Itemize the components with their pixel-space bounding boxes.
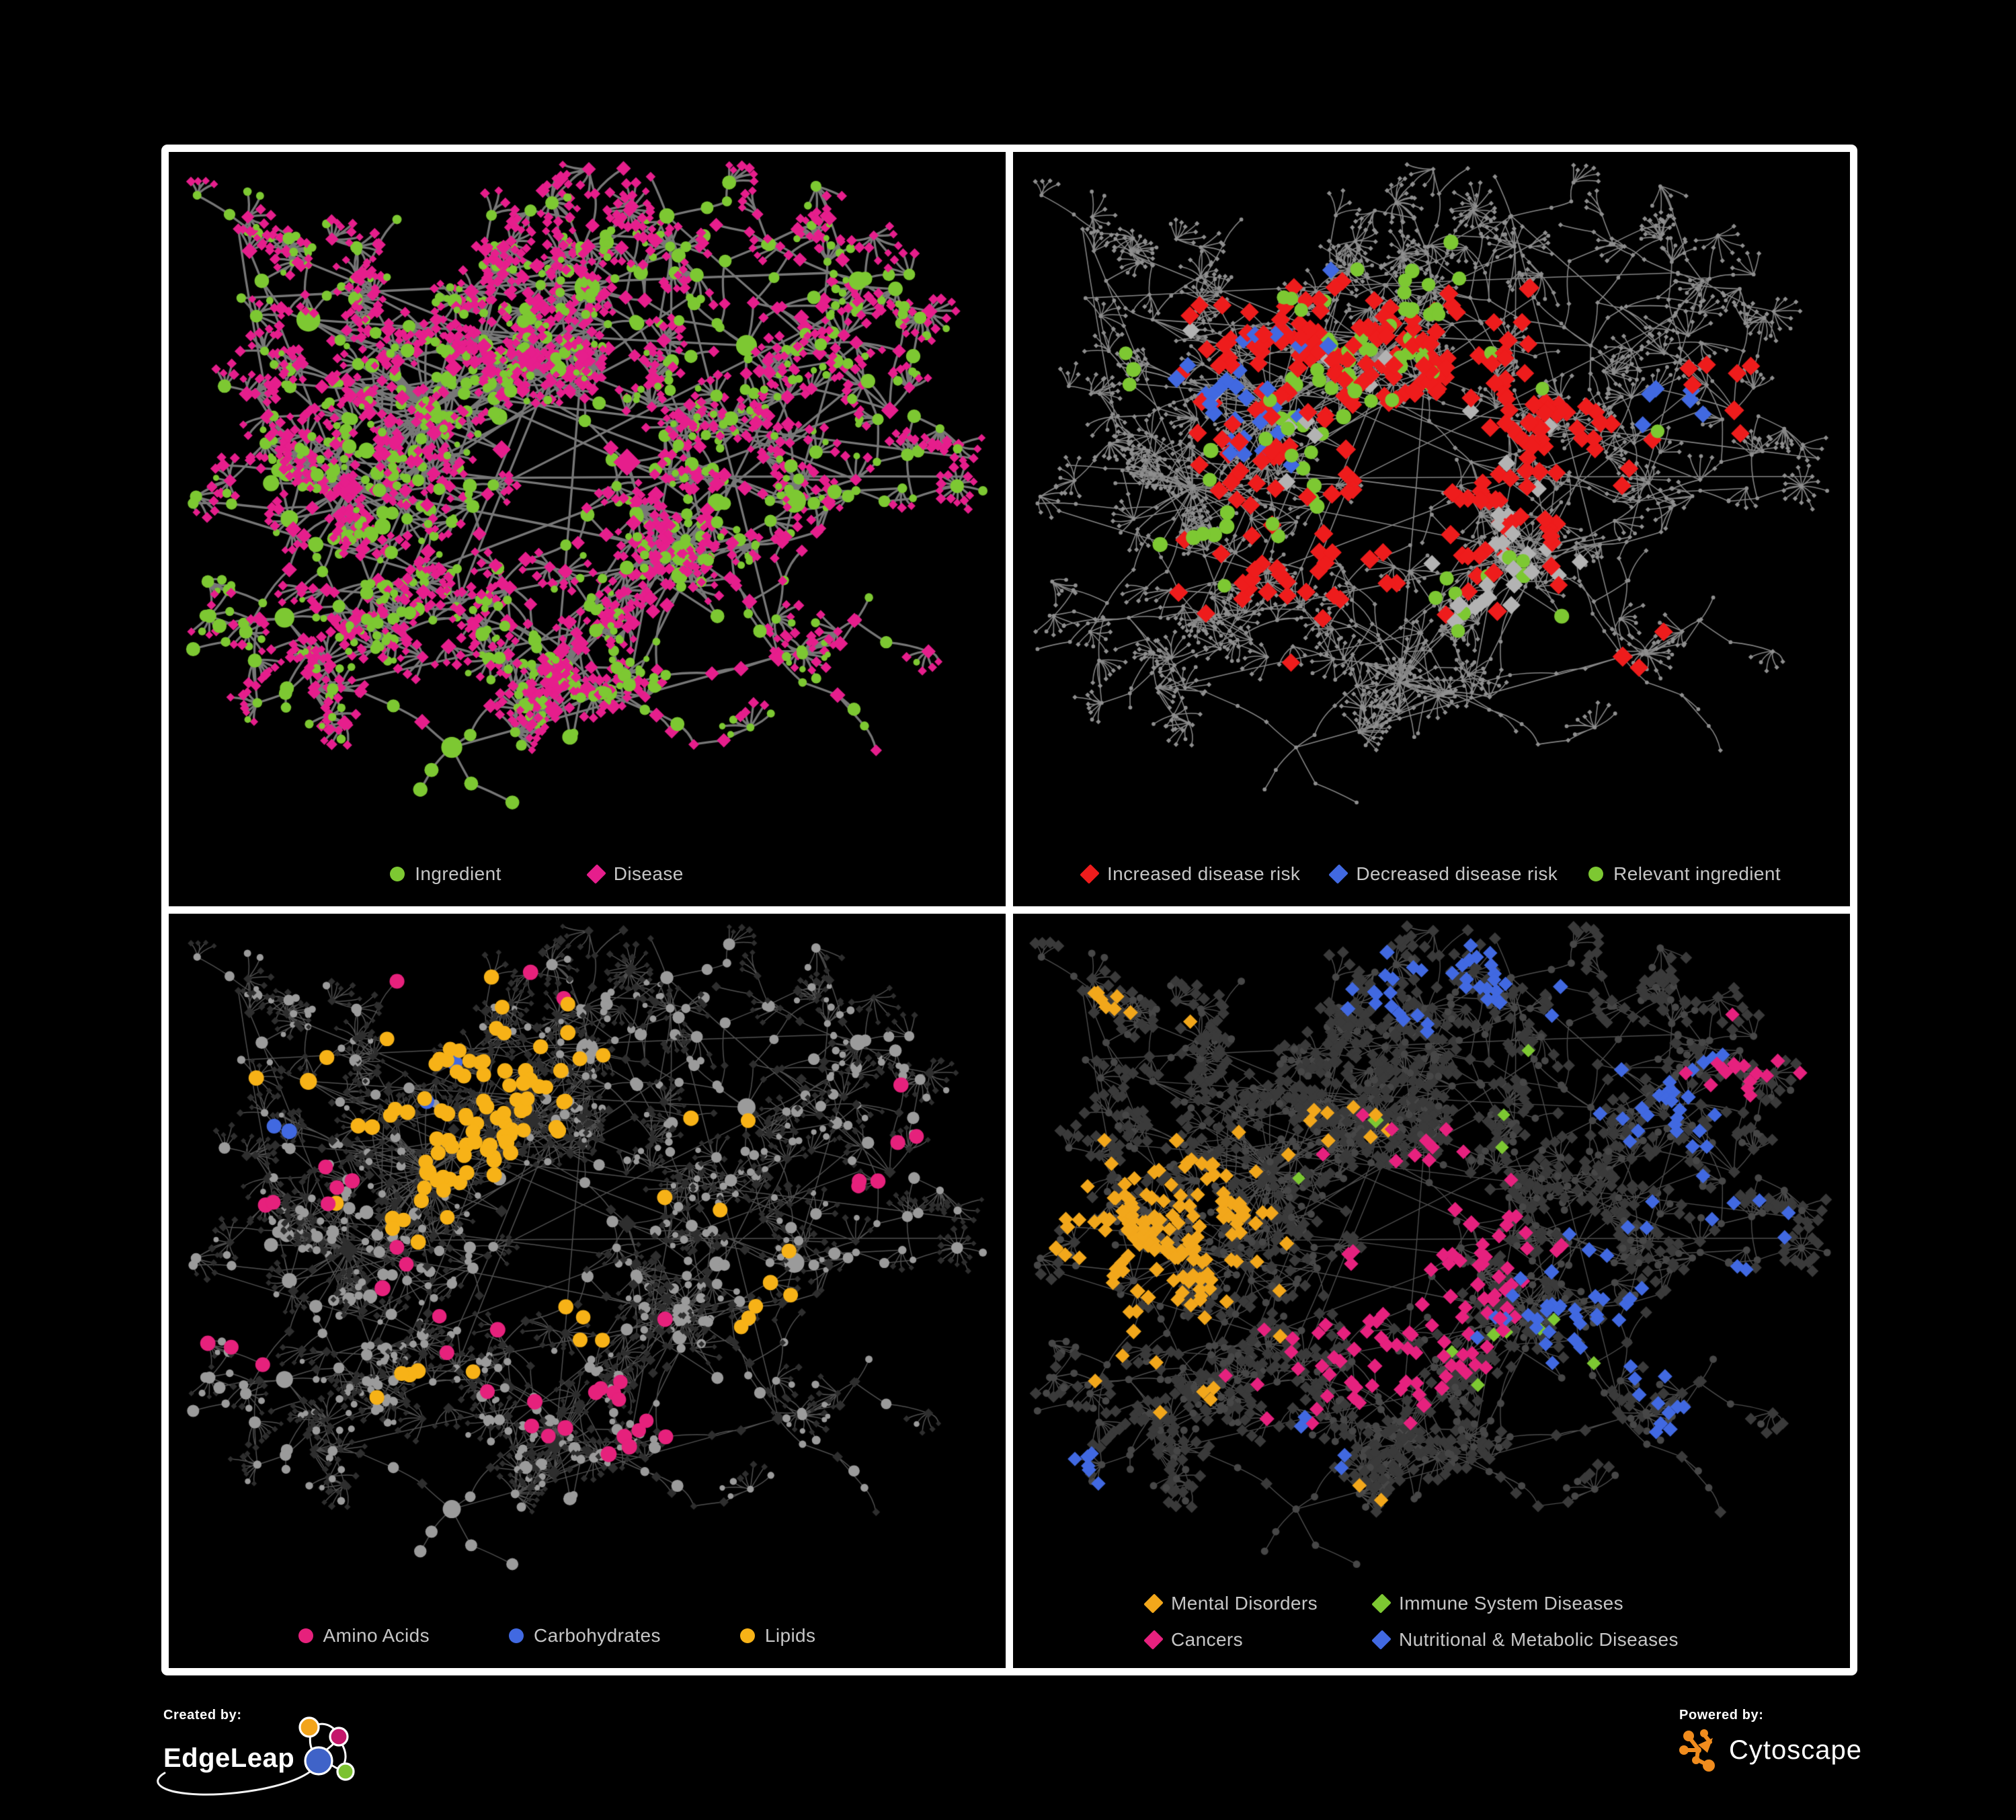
- legend-label-cancers: Cancers: [1171, 1629, 1244, 1650]
- legend-label-relevant-ingredient: Relevant ingredient: [1613, 863, 1781, 884]
- edgeleap-logo-row: EdgeLeap: [157, 1716, 372, 1796]
- mental-disorders-marker-icon: [1143, 1593, 1164, 1614]
- legend-ingredient-disease: Ingredient Disease: [169, 863, 1006, 885]
- powered-by-branding: Powered by: Cytoscape: [1679, 1708, 1862, 1773]
- legend-label-lipids: Lipids: [764, 1625, 816, 1646]
- edgeleap-name: EdgeLeap: [163, 1743, 295, 1773]
- panel-disease-risk: Increased disease risk Decreased disease…: [1013, 152, 1850, 906]
- legend-item-immune-diseases: Immune System Diseases: [1371, 1593, 1679, 1614]
- disease-marker-icon: [586, 864, 606, 884]
- legend-item-relevant-ingredient: Relevant ingredient: [1588, 863, 1781, 885]
- cytoscape-name: Cytoscape: [1729, 1735, 1862, 1765]
- edgeleap-swoosh-icon: [157, 1759, 319, 1796]
- legend-disease-risk: Increased disease risk Decreased disease…: [1013, 863, 1850, 885]
- edgeleap-logo-icon: [298, 1716, 355, 1781]
- legend-item-decreased-risk: Decreased disease risk: [1328, 863, 1558, 885]
- legend-label-mental-disorders: Mental Disorders: [1171, 1593, 1318, 1614]
- network-graph-disease-risk: [1013, 152, 1850, 906]
- legend-disease-categories: Mental Disorders Immune System Diseases …: [1013, 1593, 1850, 1651]
- cancers-marker-icon: [1143, 1630, 1164, 1650]
- created-by-branding: Created by: EdgeLeap: [157, 1708, 372, 1796]
- legend-item-carbohydrates: Carbohydrates: [509, 1625, 661, 1647]
- increased-risk-marker-icon: [1080, 864, 1100, 884]
- legend-item-cancers: Cancers: [1143, 1629, 1318, 1651]
- legend-item-amino-acids: Amino Acids: [298, 1625, 430, 1647]
- legend-item-ingredient: Ingredient: [390, 863, 501, 885]
- decreased-risk-marker-icon: [1328, 864, 1349, 884]
- legend-label-ingredient: Ingredient: [415, 863, 501, 884]
- nutritional-metabolic-marker-icon: [1371, 1630, 1392, 1650]
- legend-item-increased-risk: Increased disease risk: [1080, 863, 1301, 885]
- legend-label-carbohydrates: Carbohydrates: [534, 1625, 661, 1646]
- legend-item-lipids: Lipids: [739, 1625, 816, 1647]
- legend-label-immune-diseases: Immune System Diseases: [1399, 1593, 1624, 1614]
- legend-label-increased-risk: Increased disease risk: [1106, 863, 1301, 884]
- cytoscape-logo-icon: [1679, 1729, 1715, 1772]
- legend-label-nutritional-metabolic: Nutritional & Metabolic Diseases: [1399, 1629, 1679, 1650]
- panel-ingredient-classes: Amino Acids Carbohydrates Lipids: [169, 914, 1006, 1668]
- panel-disease-categories: Mental Disorders Immune System Diseases …: [1013, 914, 1850, 1668]
- network-graph-disease-categories: [1013, 914, 1850, 1668]
- legend-label-decreased-risk: Decreased disease risk: [1356, 863, 1558, 884]
- network-graph-ingredient-disease: [169, 152, 1006, 906]
- legend-label-amino-acids: Amino Acids: [323, 1625, 430, 1646]
- cytoscape-logo-row: Cytoscape: [1679, 1727, 1862, 1773]
- panel-ingredient-disease: Ingredient Disease: [169, 152, 1006, 906]
- immune-diseases-marker-icon: [1371, 1593, 1392, 1614]
- created-by-label: Created by:: [163, 1708, 242, 1723]
- legend-item-nutritional-metabolic: Nutritional & Metabolic Diseases: [1371, 1629, 1679, 1651]
- legend-label-disease: Disease: [613, 863, 684, 884]
- carbohydrates-marker-icon: [509, 1628, 524, 1643]
- network-graph-ingredient-classes: [169, 914, 1006, 1668]
- relevant-ingredient-marker-icon: [1588, 867, 1604, 881]
- amino-acids-marker-icon: [298, 1628, 313, 1643]
- legend-item-mental-disorders: Mental Disorders: [1143, 1593, 1318, 1614]
- ingredient-marker-icon: [390, 867, 405, 881]
- panel-grid: Ingredient Disease Increased disease ris…: [161, 145, 1857, 1675]
- lipids-marker-icon: [739, 1628, 755, 1643]
- powered-by-label: Powered by:: [1679, 1708, 1764, 1723]
- legend-ingredient-classes: Amino Acids Carbohydrates Lipids: [169, 1625, 1006, 1647]
- legend-item-disease: Disease: [586, 863, 684, 885]
